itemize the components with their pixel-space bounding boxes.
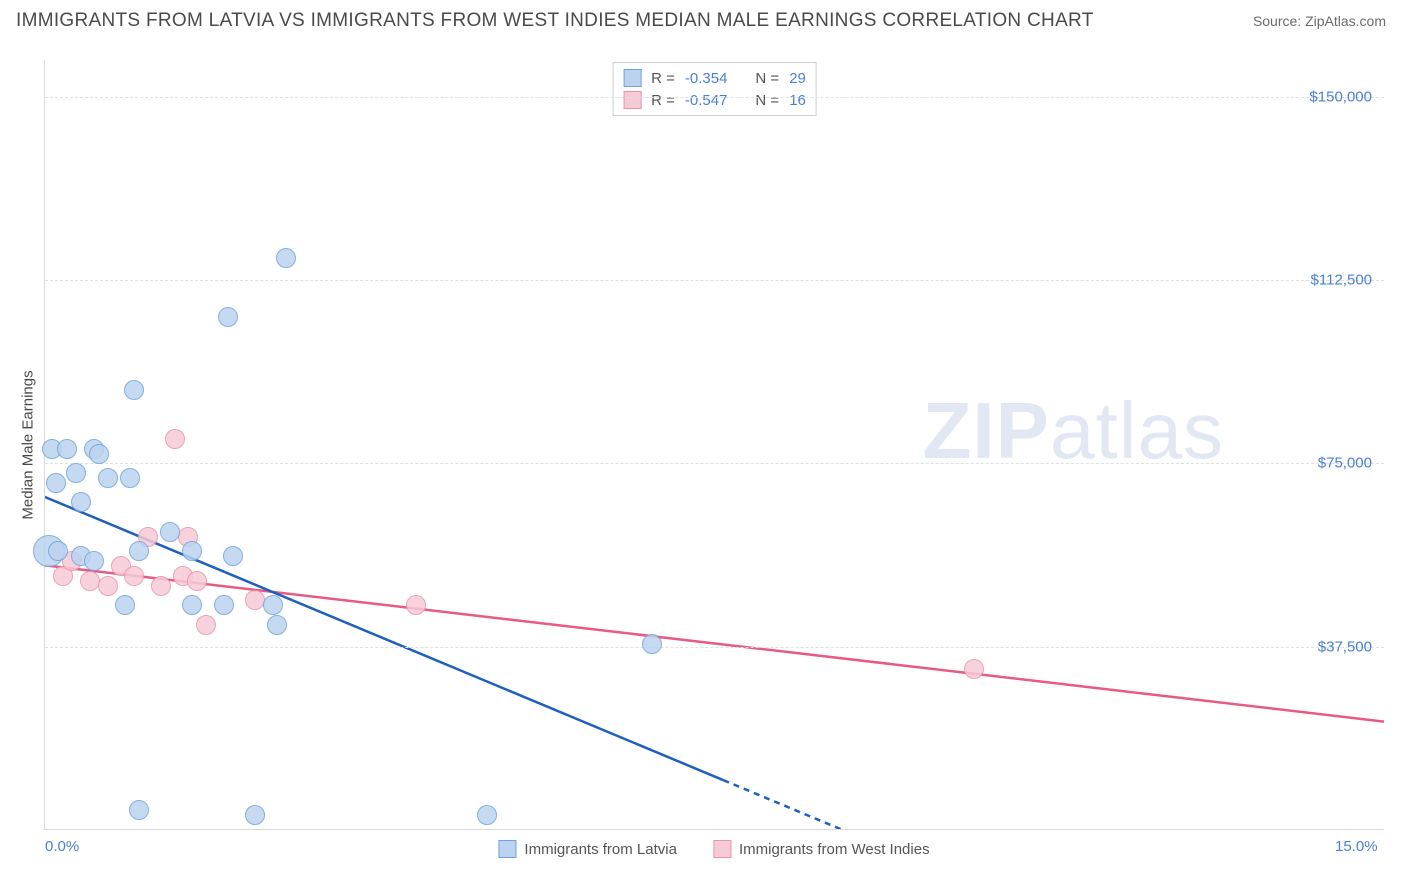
chart-title: IMMIGRANTS FROM LATVIA VS IMMIGRANTS FRO… <box>16 10 1094 32</box>
legend-item: Immigrants from West Indies <box>713 840 930 858</box>
series-swatch <box>623 91 641 109</box>
y-axis-title: Median Male Earnings <box>20 370 37 519</box>
n-value: 29 <box>789 70 806 87</box>
series-swatch <box>498 840 516 858</box>
data-point <box>129 800 149 820</box>
data-point <box>124 380 144 400</box>
data-point <box>196 615 216 635</box>
data-point <box>124 566 144 586</box>
data-point <box>642 634 662 654</box>
y-tick-label: $112,500 <box>1311 272 1372 289</box>
data-point <box>223 546 243 566</box>
x-tick-label: 0.0% <box>45 838 79 855</box>
data-point <box>245 805 265 825</box>
data-point <box>218 307 238 327</box>
data-point <box>98 468 118 488</box>
data-point <box>46 473 66 493</box>
data-point <box>48 541 68 561</box>
n-value: 16 <box>789 92 806 109</box>
data-point <box>276 248 296 268</box>
data-point <box>57 439 77 459</box>
r-value: -0.354 <box>685 70 728 87</box>
n-label: N = <box>755 92 779 109</box>
data-point <box>214 595 234 615</box>
data-point <box>245 590 265 610</box>
r-value: -0.547 <box>685 92 728 109</box>
data-point <box>66 463 86 483</box>
data-point <box>129 541 149 561</box>
data-point <box>84 551 104 571</box>
data-point <box>89 444 109 464</box>
data-point <box>477 805 497 825</box>
gridline <box>45 647 1384 648</box>
data-point <box>80 571 100 591</box>
data-point <box>182 541 202 561</box>
data-point <box>263 595 283 615</box>
gridline <box>45 463 1384 464</box>
data-point <box>406 595 426 615</box>
data-point <box>267 615 287 635</box>
legend-label: Immigrants from Latvia <box>524 841 677 858</box>
y-tick-label: $150,000 <box>1309 88 1372 105</box>
stats-legend-box: R = -0.354 N = 29 R = -0.547 N = 16 <box>612 62 817 116</box>
stats-row: R = -0.354 N = 29 <box>623 67 806 89</box>
series-swatch <box>713 840 731 858</box>
r-label: R = <box>651 70 675 87</box>
plot-area: Median Male Earnings ZIPatlas R = -0.354… <box>44 60 1384 830</box>
data-point <box>964 659 984 679</box>
bottom-legend: Immigrants from Latvia Immigrants from W… <box>498 840 929 858</box>
r-label: R = <box>651 92 675 109</box>
data-point <box>115 595 135 615</box>
y-tick-label: $37,500 <box>1318 638 1372 655</box>
series-swatch <box>623 69 641 87</box>
data-point <box>98 576 118 596</box>
data-point <box>165 429 185 449</box>
gridline <box>45 97 1384 98</box>
n-label: N = <box>755 70 779 87</box>
data-point <box>151 576 171 596</box>
y-tick-label: $75,000 <box>1318 455 1372 472</box>
data-point <box>187 571 207 591</box>
x-tick-label: 15.0% <box>1335 838 1378 855</box>
data-point <box>160 522 180 542</box>
data-point <box>182 595 202 615</box>
data-point <box>120 468 140 488</box>
legend-item: Immigrants from Latvia <box>498 840 677 858</box>
legend-label: Immigrants from West Indies <box>739 841 930 858</box>
gridline <box>45 280 1384 281</box>
stats-row: R = -0.547 N = 16 <box>623 89 806 111</box>
data-point <box>71 492 91 512</box>
source-label: Source: ZipAtlas.com <box>1253 13 1386 29</box>
